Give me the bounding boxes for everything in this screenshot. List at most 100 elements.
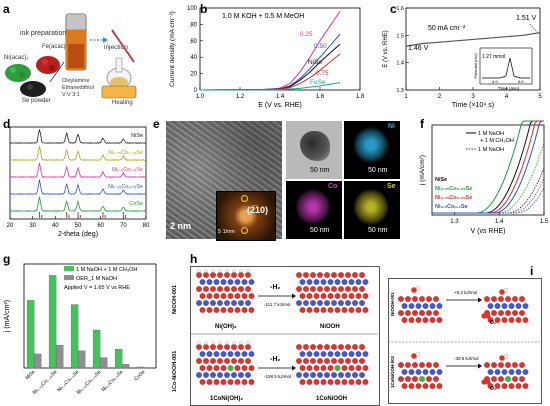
h-energy-2: -158.5 kJ/mol — [264, 374, 292, 379]
atom-sphere — [203, 272, 209, 278]
chart-c: 1 2 3 4 5 1.3 1.4 1.5 1.6 Time (×10⁴ s) E (V vs. R… — [383, 6, 542, 109]
h-name-niooh: NiOOH — [320, 324, 340, 330]
xrd-trace-label: NiSe — [131, 133, 143, 139]
chart-c-line — [405, 32, 541, 47]
hydrogen-atom — [218, 341, 222, 345]
atom-sphere — [494, 369, 501, 375]
atom-sphere — [491, 310, 497, 316]
h-name-1coniooh: 1CoNiOOH — [316, 396, 348, 402]
atom-sphere — [522, 303, 529, 309]
chart-g-legend-swatch — [64, 266, 74, 271]
atom-sphere — [245, 272, 251, 278]
atom-sphere — [324, 344, 330, 350]
atom-sphere — [405, 376, 411, 382]
atom-sphere — [203, 300, 209, 306]
atom-sphere — [320, 365, 327, 371]
chart-b-ytick-label: 100 — [187, 6, 198, 12]
atom-sphere — [196, 344, 202, 350]
atom-sphere — [296, 344, 302, 350]
atom-sphere — [210, 286, 216, 292]
chart-b-ylabel: Current density (mA cm⁻²) — [169, 11, 176, 87]
hydrogen-atom — [218, 269, 222, 273]
chart-f-series-label: Ni₀.₅Co₀.₅Se — [435, 204, 468, 210]
atom-sphere — [238, 358, 244, 364]
atom-sphere — [213, 365, 220, 371]
chart-d-xlabel: 2-theta (deg) — [58, 231, 98, 238]
adsorbate-o-atom — [411, 353, 417, 359]
i-row-tag-1: NiOOH-001 — [390, 292, 395, 316]
atom-sphere — [327, 365, 334, 371]
h-reaction-arrowhead-1 — [292, 293, 296, 299]
chart-b-xtick-label: 1.4 — [276, 94, 285, 100]
atom-sphere — [203, 358, 209, 364]
atom-sphere — [206, 293, 213, 299]
atom-sphere — [317, 300, 323, 306]
atom-sphere — [362, 279, 369, 285]
atom-sphere — [196, 300, 202, 306]
atom-sphere — [296, 358, 302, 364]
atom-sphere — [436, 303, 443, 309]
atom-sphere — [224, 372, 230, 378]
atom-sphere — [334, 279, 341, 285]
o2-molecule-atom — [485, 313, 491, 319]
chart-c-inset-peak — [482, 57, 530, 79]
i-reaction-arrowhead-1 — [478, 297, 482, 303]
atom-sphere — [206, 307, 213, 313]
chart-g-condition: Applied V = 1.65 V vs RHE — [64, 285, 130, 291]
chart-b-ytick-label: 60 — [190, 39, 197, 45]
i-o2-label-1: O₂ — [490, 320, 497, 326]
chart-f-frame — [431, 124, 545, 216]
atom-sphere — [220, 379, 227, 385]
atom-sphere — [426, 362, 432, 368]
atom-sphere — [199, 279, 206, 285]
atom-sphere — [296, 286, 302, 292]
atom-sphere — [341, 293, 348, 299]
atom-sphere — [501, 383, 508, 389]
atom-sphere — [220, 365, 227, 371]
atom-sphere — [419, 362, 425, 368]
atom-sphere — [227, 351, 234, 357]
atom-sphere — [306, 293, 313, 299]
chart-b-ytick-label: 80 — [190, 22, 197, 28]
step-heating: Heating — [112, 100, 133, 106]
h-row-tag-1: NiOOH-001 — [172, 284, 178, 314]
chart-f-legend-1: 1 M NaOH — [478, 131, 504, 137]
atom-sphere — [303, 372, 309, 378]
atom-sphere — [422, 369, 429, 375]
atom-sphere — [355, 351, 362, 357]
atom-sphere — [196, 372, 202, 378]
atom-sphere — [241, 351, 248, 357]
chart-g-ylabel: j (mA/cm²) — [4, 300, 11, 333]
atom-sphere — [210, 358, 216, 364]
atom-sphere — [362, 351, 369, 357]
atom-sphere — [210, 272, 216, 278]
chart-c-inset-xtick: 5.6 — [518, 79, 524, 84]
hydrogen-atom — [239, 269, 243, 273]
atom-sphere — [241, 365, 248, 371]
panel-f-letter: f — [420, 117, 424, 131]
atom-sphere — [338, 272, 344, 278]
atom-sphere — [405, 310, 411, 316]
atom-sphere — [484, 362, 490, 368]
xrd-trace-1 — [9, 146, 147, 161]
chart-c-vend-pointer — [529, 23, 538, 33]
atom-sphere — [505, 376, 511, 382]
atom-sphere — [299, 279, 306, 285]
i-reaction-arrowhead-2 — [478, 363, 482, 369]
hydrogen-atom — [197, 341, 201, 345]
atom-sphere — [505, 296, 511, 302]
atom-sphere — [498, 362, 504, 368]
atom-sphere — [522, 369, 529, 375]
atom-sphere — [231, 286, 237, 292]
chart-b-line-4 — [199, 82, 341, 91]
xrd-trace-label: Ni₀.₅Co₀.₅Se — [112, 167, 143, 173]
chart-g-category-label: NiSe — [25, 369, 37, 381]
chart-b: 1.0 1.2 1.4 1.6 1.8 0 20 40 60 80 100 E (V vs. RHE)… — [169, 6, 365, 109]
chart-g-frame — [23, 263, 157, 369]
atom-sphere — [345, 272, 351, 278]
chart-f: 1.3 1.4 1.5 V (vs RHE) j (mA/cm²) NiSe Ni₀.₇₅C… — [419, 120, 549, 235]
atom-sphere — [299, 307, 306, 313]
atom-sphere — [241, 293, 248, 299]
atom-sphere — [296, 300, 302, 306]
chart-b-xtick-label: 1.6 — [316, 94, 325, 100]
